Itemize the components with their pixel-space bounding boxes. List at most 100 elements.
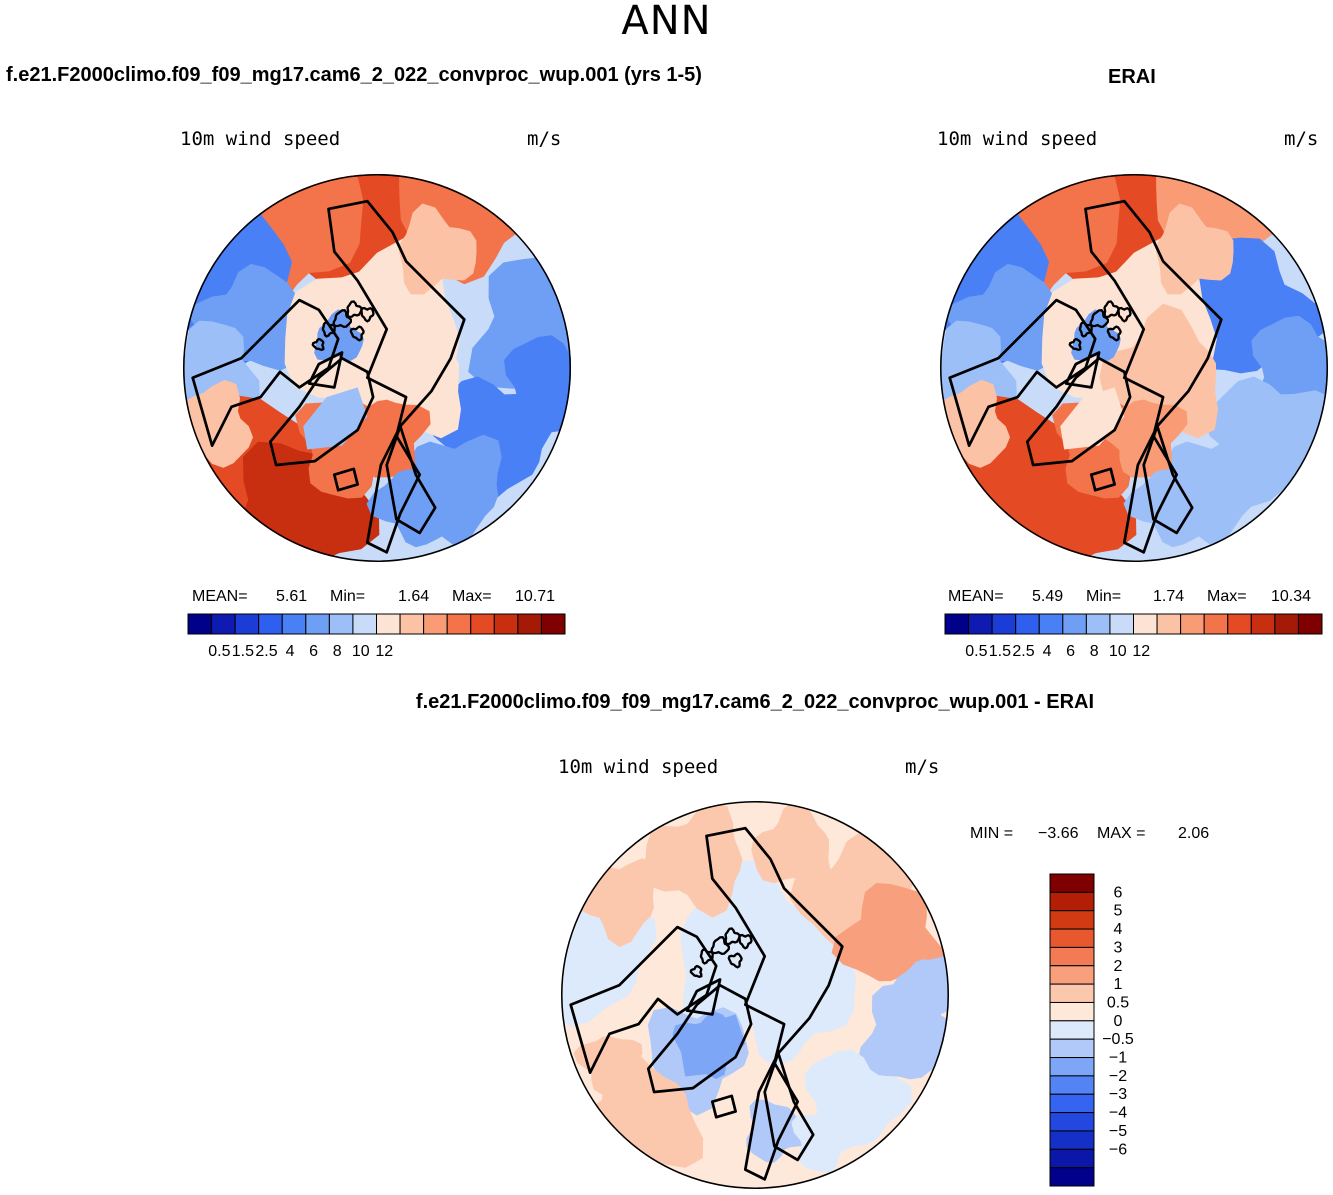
right-coastline-northamerica xyxy=(948,298,1097,447)
right-island-4 xyxy=(1106,325,1122,342)
right-colorbar-tick-3: 4 xyxy=(1043,643,1052,660)
diff-min-label: MIN = xyxy=(970,825,1014,842)
diff-colorbar-tick-11: −3 xyxy=(1109,1086,1127,1103)
right-colorbar-box-12 xyxy=(1227,613,1252,635)
left-island-3 xyxy=(360,306,375,323)
diff-polar-map xyxy=(561,801,949,1189)
right-colorbar-tick-6: 10 xyxy=(1109,643,1127,660)
diff-colorbar-box-10 xyxy=(1049,1057,1095,1077)
left-min-value: 1.64 xyxy=(398,588,430,605)
left-colorbar-box-5 xyxy=(305,613,330,635)
diff-case-title: f.e21.F2000climo.f09_f09_mg17.cam6_2_022… xyxy=(415,691,1095,713)
diff-colorbar-box-3 xyxy=(1049,928,1095,948)
right-island-1 xyxy=(1103,300,1120,319)
diff-colorbar-box-13 xyxy=(1049,1112,1095,1132)
left-variable-label: 10m wind speed xyxy=(180,128,341,150)
diff-coastline-scandinavia xyxy=(763,1051,815,1162)
left-colorbar-box-1 xyxy=(211,613,236,635)
diff-colorbar-box-2 xyxy=(1049,910,1095,930)
right-coastline-greenland xyxy=(1025,356,1132,467)
left-colorbar-box-10 xyxy=(423,613,448,635)
left-coastline-baffin xyxy=(307,351,344,389)
diff-colorbar-box-6 xyxy=(1049,983,1095,1003)
left-colorbar-box-0 xyxy=(187,613,213,635)
left-colorbar-box-9 xyxy=(399,613,425,635)
diff-min-value: −3.66 xyxy=(1038,825,1079,842)
diff-island-2 xyxy=(699,948,714,965)
diff-colorbar-box-0 xyxy=(1049,873,1095,893)
diff-colorbar-tick-9: −1 xyxy=(1109,1050,1127,1067)
right-colorbar-tick-2: 2.5 xyxy=(1012,643,1034,660)
left-colorbar-box-2 xyxy=(234,613,260,635)
left-island-4 xyxy=(349,325,365,342)
right-island-3 xyxy=(1117,306,1132,323)
diff-colorbar-box-15 xyxy=(1049,1148,1095,1169)
diff-colorbar-tick-6: 0.5 xyxy=(1107,994,1129,1011)
right-field-region-16 xyxy=(1123,464,1210,548)
left-colorbar-tick-2: 2.5 xyxy=(255,643,277,660)
right-colorbar-box-10 xyxy=(1180,613,1205,635)
right-min-label: Min= xyxy=(1086,588,1122,605)
right-map-border xyxy=(940,174,1328,562)
diff-field-region-15 xyxy=(573,1035,643,1095)
left-mean-value: 5.61 xyxy=(276,588,308,605)
left-island-5 xyxy=(311,337,325,351)
left-mean-label: MEAN= xyxy=(192,588,248,605)
diff-variable-label: 10m wind speed xyxy=(558,756,719,778)
right-colorbar-box-11 xyxy=(1203,613,1229,635)
right-colorbar-box-4 xyxy=(1038,613,1064,635)
left-colorbar-tick-5: 8 xyxy=(333,643,342,660)
right-units-label: m/s xyxy=(1284,128,1319,150)
left-colorbar-box-8 xyxy=(376,613,401,635)
left-polar-map xyxy=(183,174,571,562)
right-min-value: 1.74 xyxy=(1153,588,1185,605)
right-colorbar-box-0 xyxy=(944,613,970,635)
diff-coastline-greenland xyxy=(646,983,753,1094)
diff-colorbar-box-9 xyxy=(1049,1038,1095,1059)
right-colorbar-box-14 xyxy=(1274,613,1299,635)
left-colorbar-box-3 xyxy=(258,613,283,635)
left-field-region-16 xyxy=(366,464,453,548)
diff-colorbar-box-1 xyxy=(1049,891,1095,912)
right-colorbar-tick-4: 6 xyxy=(1066,643,1075,660)
left-colorbar-tick-1: 1.5 xyxy=(232,643,254,660)
diff-colorbar-box-5 xyxy=(1049,965,1095,985)
left-island-0 xyxy=(332,308,352,329)
diff-field-region-11 xyxy=(751,801,831,890)
diff-colorbar-box-12 xyxy=(1049,1093,1095,1114)
left-units-label: m/s xyxy=(527,128,562,150)
diff-colorbar-box-8 xyxy=(1049,1020,1095,1040)
left-island-1 xyxy=(346,300,363,319)
right-max-value: 10.34 xyxy=(1271,588,1312,605)
diff-island-5 xyxy=(689,964,703,978)
right-island-5 xyxy=(1068,337,1082,351)
diff-coastline-iceland xyxy=(710,1094,737,1119)
left-max-label: Max= xyxy=(452,588,492,605)
diff-colorbar-tick-0: 6 xyxy=(1114,884,1123,901)
diff-colorbar-box-11 xyxy=(1049,1075,1095,1095)
diff-colorbar-tick-4: 2 xyxy=(1114,958,1123,975)
left-colorbar-tick-4: 6 xyxy=(309,643,318,660)
diff-max-value: 2.06 xyxy=(1178,825,1210,842)
right-island-0 xyxy=(1089,308,1109,329)
right-mean-label: MEAN= xyxy=(948,588,1004,605)
left-colorbar-box-7 xyxy=(352,613,377,635)
right-variable-label: 10m wind speed xyxy=(937,128,1098,150)
diff-colorbar-tick-10: −2 xyxy=(1109,1068,1127,1085)
right-colorbar-box-6 xyxy=(1085,613,1111,635)
diff-colorbar-tick-8: −0.5 xyxy=(1102,1031,1134,1048)
diff-coastline-eurasia xyxy=(705,826,844,1181)
right-colorbar-box-7 xyxy=(1109,613,1134,635)
right-mean-value: 5.49 xyxy=(1032,588,1064,605)
left-coastline-eurasia xyxy=(327,199,466,554)
diff-max-label: MAX = xyxy=(1097,825,1146,842)
right-colorbar-box-9 xyxy=(1156,613,1182,635)
diff-colorbar-tick-5: 1 xyxy=(1114,976,1123,993)
left-min-label: Min= xyxy=(330,588,366,605)
right-colorbar-tick-1: 1.5 xyxy=(989,643,1011,660)
right-colorbar-box-15 xyxy=(1297,613,1323,635)
diff-coastline-northamerica xyxy=(569,925,718,1074)
left-colorbar-box-11 xyxy=(446,613,472,635)
left-coastline-scandinavia xyxy=(385,424,437,535)
left-colorbar-box-4 xyxy=(281,613,307,635)
